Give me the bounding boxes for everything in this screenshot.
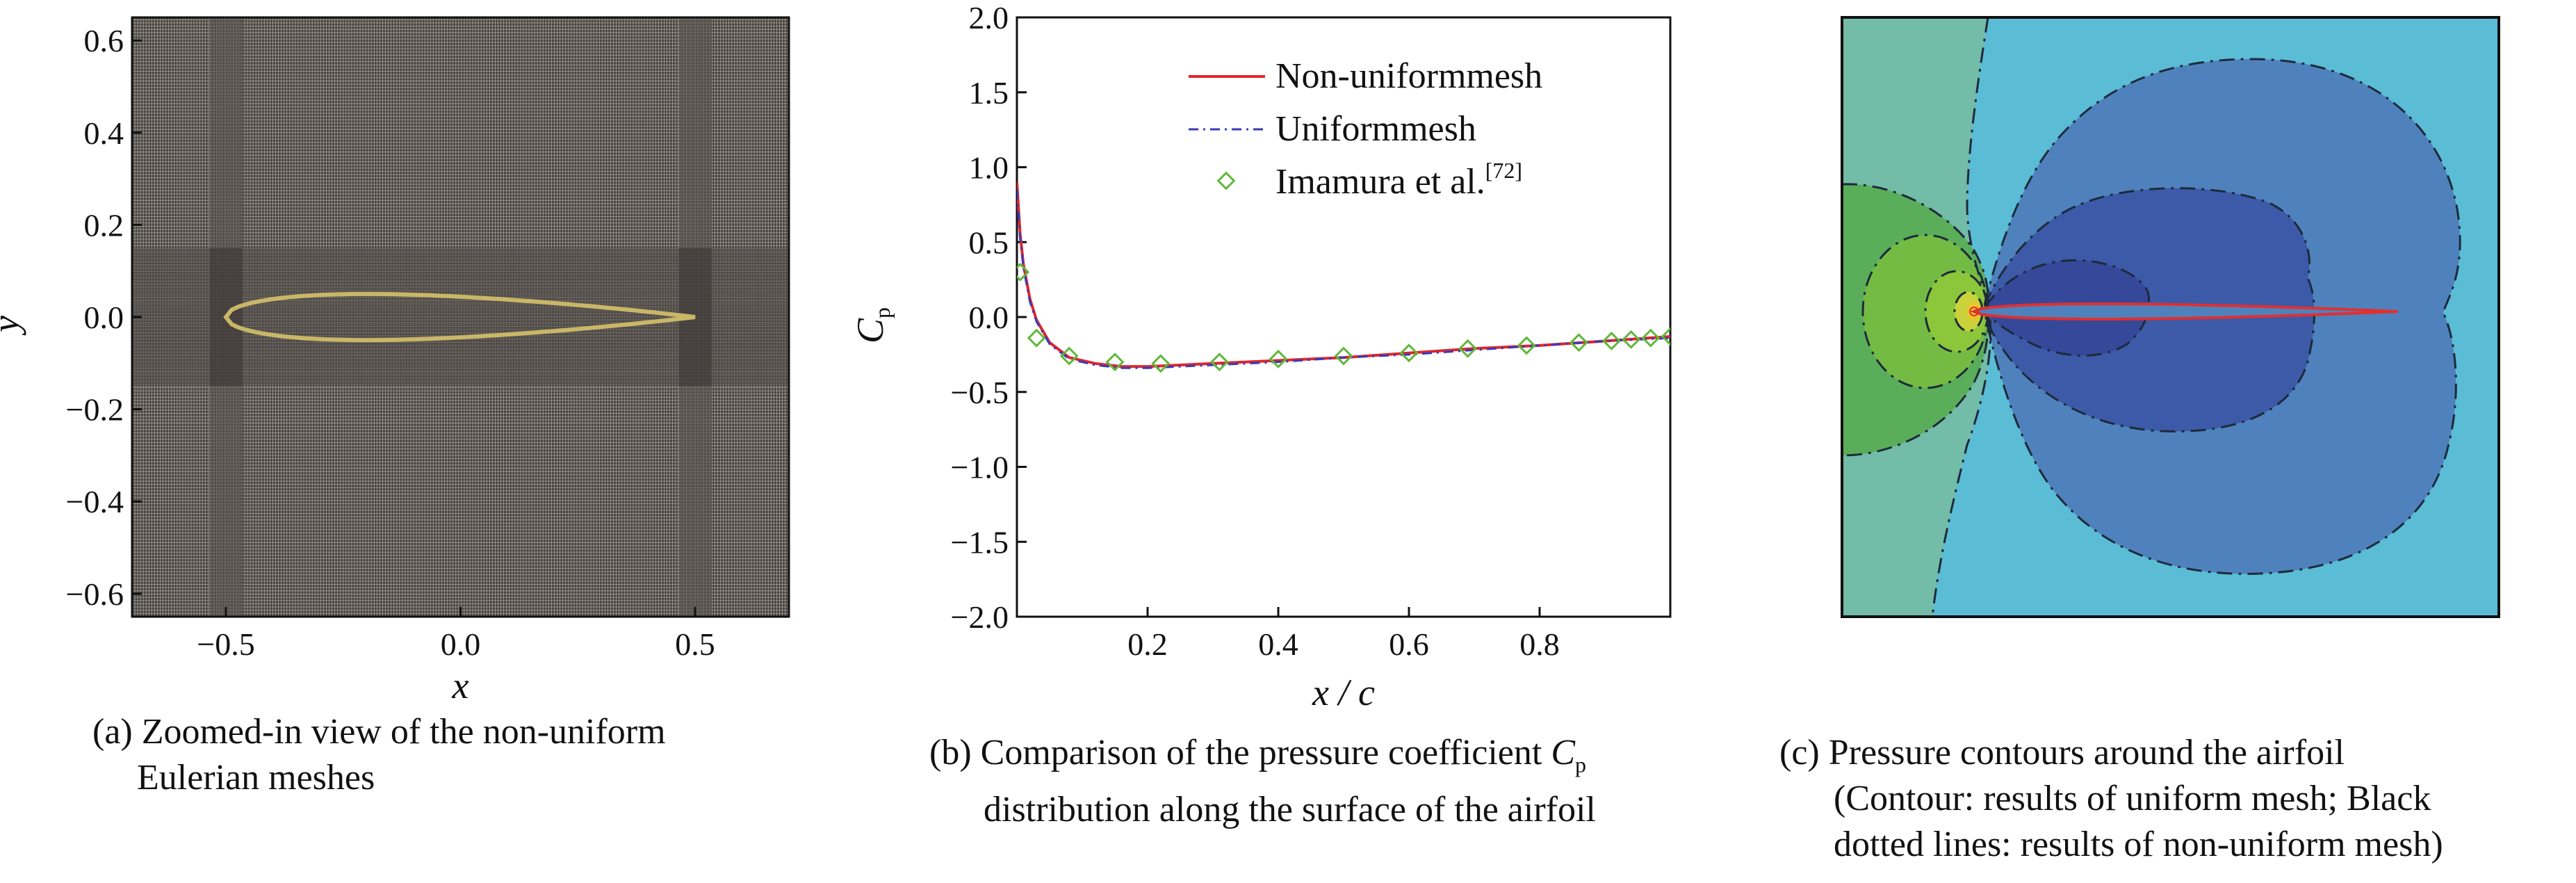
mesh-ytick-label: 0.0 bbox=[84, 300, 124, 335]
mesh-xlabel: x bbox=[452, 665, 469, 706]
mesh-grid-lines bbox=[132, 17, 789, 617]
cp-marker-imamura bbox=[1151, 354, 1171, 373]
caption-b-line2: distribution along the surface of the ai… bbox=[984, 790, 1596, 830]
caption-b-cp: C bbox=[1551, 733, 1576, 772]
cp-xlabel: x / c bbox=[1312, 672, 1375, 713]
cp-marker-imamura bbox=[1661, 327, 1670, 346]
mesh-xtick-label: 0.5 bbox=[675, 626, 715, 662]
contour-leading-edge-ring bbox=[1969, 307, 1979, 316]
mesh-ytick-label: 0.2 bbox=[84, 207, 124, 243]
cp-legend: Non-uniformmesh Uniformmesh Imamura et a… bbox=[1189, 56, 1542, 202]
mesh-ylabel: y bbox=[0, 316, 26, 336]
caption-c: (c) Pressure contours around the airfoil… bbox=[1779, 730, 2443, 868]
caption-a: (a) Zoomed-in view of the non-uniform Eu… bbox=[92, 709, 666, 801]
caption-a-prefix: (a) bbox=[92, 712, 133, 752]
cp-axes: 0.2 0.4 0.6 0.8 2.0 1.5 1.0 0.5 0.0 −0.5 −1.0 −1.5 −… bbox=[849, 0, 1560, 713]
cp-chart-panel: 0.2 0.4 0.6 0.8 2.0 1.5 1.0 0.5 0.0 −0.5 −1.0 −1.5 −… bbox=[849, 0, 1672, 713]
caption-a-line2: Eulerian meshes bbox=[137, 758, 375, 797]
cp-xtick-label: 0.4 bbox=[1258, 626, 1298, 662]
cp-marker-imamura bbox=[1105, 353, 1125, 372]
cp-xtick-label: 0.6 bbox=[1389, 626, 1429, 662]
cp-marker-imamura bbox=[1027, 328, 1046, 348]
cp-marker-imamura bbox=[1209, 353, 1229, 372]
cp-plot-area bbox=[1016, 16, 1672, 618]
caption-b-cp-sub: p bbox=[1575, 752, 1587, 777]
cp-marker-imamura bbox=[1059, 346, 1079, 366]
cp-series bbox=[1017, 181, 1670, 373]
caption-c-line2: (Contour: results of uniform mesh; Black bbox=[1834, 779, 2431, 818]
cp-marker-imamura bbox=[1641, 328, 1661, 348]
caption-a-line1: Zoomed-in view of the non-uniform bbox=[141, 712, 666, 752]
cp-marker-imamura bbox=[1399, 343, 1419, 363]
caption-b-line1a: Comparison of the pressure coefficient bbox=[980, 733, 1551, 772]
cp-marker-imamura bbox=[1601, 332, 1621, 350]
cp-ytick-label: −1.5 bbox=[951, 524, 1009, 560]
cp-ytick-label: 0.0 bbox=[969, 300, 1009, 335]
contour-airfoil-outline bbox=[1970, 302, 2399, 321]
cp-xtick-label: 0.8 bbox=[1519, 626, 1560, 662]
mesh-xtick-label: 0.0 bbox=[441, 626, 481, 662]
caption-b: (b) Comparison of the pressure coefficie… bbox=[929, 730, 1596, 833]
legend-swatch-imamura bbox=[1216, 171, 1236, 191]
mesh-axes: −0.5 0.0 0.5 0.6 0.4 0.2 0.0 −0.2 −0.4 −0.6 x y bbox=[0, 23, 715, 706]
caption-b-prefix: (b) bbox=[929, 733, 972, 772]
cp-marker-imamura bbox=[1622, 330, 1641, 349]
mesh-ytick-label: 0.6 bbox=[84, 23, 124, 58]
cp-ytick-label: 1.0 bbox=[969, 150, 1009, 186]
mesh-ytick-label: −0.6 bbox=[66, 576, 124, 612]
cp-ytick-label: −2.0 bbox=[951, 599, 1009, 635]
mesh-panel: −0.5 0.0 0.5 0.6 0.4 0.2 0.0 −0.2 −0.4 −0.6 x y bbox=[0, 16, 790, 706]
cp-ytick-label: 0.5 bbox=[969, 225, 1009, 260]
legend-label-imamura: Imamura et al.[72] bbox=[1275, 158, 1522, 202]
cp-marker-imamura bbox=[1517, 336, 1536, 355]
cp-marker-imamura bbox=[1334, 346, 1353, 366]
cp-marker-imamura bbox=[1017, 262, 1030, 282]
cp-marker-imamura bbox=[1269, 349, 1288, 368]
cp-ytick-label: −0.5 bbox=[951, 375, 1009, 410]
mesh-ytick-label: −0.4 bbox=[66, 484, 124, 519]
cp-ylabel: Cp bbox=[849, 307, 895, 343]
cp-xtick-label: 0.2 bbox=[1127, 626, 1168, 662]
airfoil-outline bbox=[223, 291, 696, 343]
legend-label-nonuniform: Non-uniformmesh bbox=[1275, 56, 1542, 96]
mesh-xtick-label: −0.5 bbox=[197, 626, 254, 662]
cp-marker-imamura bbox=[1569, 333, 1588, 353]
contour-frame bbox=[1841, 16, 2500, 618]
caption-c-line3: dotted lines: results of non-uniform mes… bbox=[1834, 825, 2443, 864]
caption-c-prefix: (c) bbox=[1779, 733, 1820, 772]
cp-ytick-label: −1.0 bbox=[951, 450, 1009, 485]
contour-panel bbox=[1841, 16, 2500, 618]
mesh-ytick-label: −0.2 bbox=[66, 392, 124, 428]
caption-c-line1: Pressure contours around the airfoil bbox=[1828, 733, 2345, 772]
mesh-ytick-label: 0.4 bbox=[84, 115, 124, 151]
cp-ytick-label: 1.5 bbox=[969, 75, 1009, 111]
cp-marker-imamura bbox=[1458, 339, 1478, 358]
legend-label-uniform: Uniformmesh bbox=[1275, 109, 1476, 149]
cp-ytick-label: 2.0 bbox=[969, 0, 1009, 35]
